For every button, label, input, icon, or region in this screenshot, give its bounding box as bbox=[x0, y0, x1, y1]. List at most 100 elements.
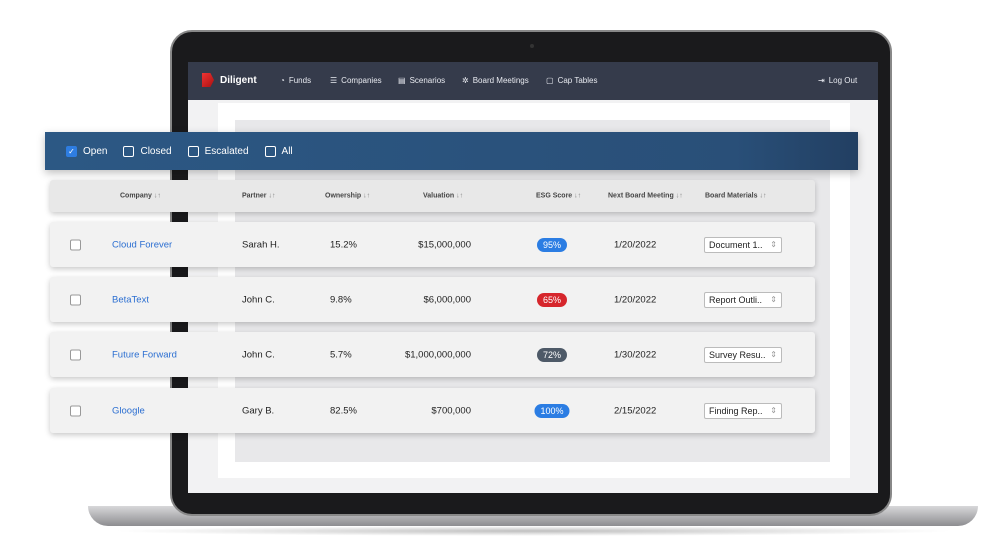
nav-funds[interactable]: ◔ Funds bbox=[280, 76, 311, 85]
logout-icon: ⇥ bbox=[818, 76, 825, 85]
sort-icon[interactable]: ↓↑ bbox=[268, 192, 276, 200]
sort-icon[interactable]: ↓↑ bbox=[574, 192, 582, 200]
checkbox[interactable]: ✓ bbox=[66, 145, 77, 157]
esg-score-badge: 72% bbox=[536, 347, 568, 362]
table-row: BetaText John C. 9.8% $6,000,000 65% 1/2… bbox=[50, 277, 815, 322]
partner: Gary B. bbox=[242, 405, 275, 416]
checkbox[interactable] bbox=[123, 145, 135, 157]
list-icon: ☰ bbox=[330, 76, 338, 85]
sort-icon[interactable]: ↓↑ bbox=[759, 192, 767, 200]
document-icon: ▤ bbox=[398, 76, 406, 85]
network-icon: ✲ bbox=[462, 76, 469, 85]
table-header: Company ↓↑ Partner ↓↑ Ownership ↓↑ Valuatio… bbox=[50, 180, 815, 212]
valuation: $700,000 bbox=[431, 405, 471, 416]
filter-label: Closed bbox=[140, 145, 172, 157]
nav-scenarios[interactable]: ▤ Scenarios bbox=[398, 76, 445, 85]
diligent-logo-icon bbox=[202, 73, 214, 87]
row-checkbox[interactable] bbox=[70, 294, 81, 305]
filter-open[interactable]: ✓ Open bbox=[66, 145, 108, 157]
sort-icon[interactable]: ↓↑ bbox=[363, 192, 371, 200]
select-value: Survey Resu.. bbox=[709, 349, 766, 360]
filter-label: All bbox=[281, 145, 293, 157]
header-label: Partner bbox=[242, 192, 267, 200]
checkbox[interactable] bbox=[264, 145, 276, 157]
partner: Sarah H. bbox=[242, 239, 280, 250]
select-value: Document 1.. bbox=[709, 239, 763, 250]
board-materials-select[interactable]: Finding Rep.. ⇕ bbox=[704, 402, 782, 419]
pie-chart-icon: ◔ bbox=[280, 76, 285, 85]
valuation: $6,000,000 bbox=[423, 294, 471, 305]
company-link[interactable]: Cloud Forever bbox=[112, 239, 173, 250]
filter-label: Escalated bbox=[204, 145, 249, 157]
ownership: 9.8% bbox=[330, 294, 352, 305]
nav-label: Funds bbox=[288, 76, 312, 85]
select-arrows-icon: ⇕ bbox=[770, 295, 777, 304]
column-header-1[interactable]: Partner ↓↑ bbox=[242, 193, 275, 200]
board-materials-select[interactable]: Document 1.. ⇕ bbox=[704, 236, 782, 253]
ownership: 82.5% bbox=[330, 405, 357, 416]
checkbox[interactable] bbox=[187, 145, 199, 157]
esg-score-badge: 95% bbox=[536, 237, 568, 252]
partner: John C. bbox=[242, 349, 275, 360]
sort-icon[interactable]: ↓↑ bbox=[675, 192, 683, 200]
select-value: Report Outli.. bbox=[709, 294, 763, 305]
brand-logo[interactable]: Diligent bbox=[202, 73, 257, 87]
column-header-3[interactable]: Valuation ↓↑ bbox=[423, 193, 463, 200]
company-link[interactable]: Future Forward bbox=[112, 349, 177, 360]
table-row: Cloud Forever Sarah H. 15.2% $15,000,000… bbox=[50, 222, 815, 267]
status-filter-bar: ✓ Open Closed Escalated All bbox=[45, 132, 858, 170]
nav-label: Companies bbox=[341, 76, 382, 85]
header-label: Next Board Meeting bbox=[608, 192, 674, 200]
header-label: Board Materials bbox=[705, 192, 758, 200]
column-header-4[interactable]: ESG Score ↓↑ bbox=[536, 193, 581, 200]
board-materials-select[interactable]: Report Outli.. ⇕ bbox=[704, 291, 782, 308]
column-header-6[interactable]: Board Materials ↓↑ bbox=[705, 193, 766, 200]
filter-all[interactable]: All bbox=[264, 145, 293, 157]
nav-label: Scenarios bbox=[409, 76, 446, 85]
sort-icon[interactable]: ↓↑ bbox=[456, 192, 464, 200]
partner: John C. bbox=[242, 294, 275, 305]
row-checkbox[interactable] bbox=[70, 405, 81, 416]
sort-icon[interactable]: ↓↑ bbox=[153, 192, 161, 200]
table-row: Gloogle Gary B. 82.5% $700,000 100% 2/15… bbox=[50, 388, 815, 433]
select-value: Finding Rep.. bbox=[709, 405, 763, 416]
nav-board-meetings[interactable]: ✲ Board Meetings bbox=[462, 76, 529, 85]
row-checkbox[interactable] bbox=[70, 239, 81, 250]
esg-score-badge: 65% bbox=[536, 292, 568, 307]
valuation: $1,000,000,000 bbox=[404, 349, 471, 360]
select-arrows-icon: ⇕ bbox=[770, 350, 777, 359]
filter-closed[interactable]: Closed bbox=[123, 145, 172, 157]
nav-label: Cap Tables bbox=[557, 76, 598, 85]
nav-cap-tables[interactable]: ▢ Cap Tables bbox=[546, 76, 597, 85]
column-header-2[interactable]: Ownership ↓↑ bbox=[325, 193, 370, 200]
logout-button[interactable]: ⇥ Log Out bbox=[818, 76, 857, 85]
select-arrows-icon: ⇕ bbox=[770, 406, 777, 415]
nav-companies[interactable]: ☰ Companies bbox=[330, 76, 382, 85]
valuation: $15,000,000 bbox=[418, 239, 471, 250]
row-checkbox[interactable] bbox=[70, 349, 81, 360]
nav-label: Board Meetings bbox=[472, 76, 529, 85]
next-meeting-date: 1/30/2022 bbox=[614, 349, 657, 360]
filter-escalated[interactable]: Escalated bbox=[187, 145, 249, 157]
filter-label: Open bbox=[83, 145, 108, 157]
laptop-shadow bbox=[110, 526, 956, 536]
board-materials-select[interactable]: Survey Resu.. ⇕ bbox=[704, 346, 782, 363]
table-row: Future Forward John C. 5.7% $1,000,000,0… bbox=[50, 332, 815, 377]
next-meeting-date: 1/20/2022 bbox=[614, 294, 657, 305]
esg-score-badge: 100% bbox=[534, 403, 570, 418]
camera bbox=[530, 44, 534, 48]
header-label: Company bbox=[120, 192, 152, 200]
company-link[interactable]: BetaText bbox=[112, 294, 149, 305]
ownership: 15.2% bbox=[330, 239, 357, 250]
column-header-0[interactable]: Company ↓↑ bbox=[120, 193, 161, 200]
company-link[interactable]: Gloogle bbox=[112, 405, 145, 416]
select-arrows-icon: ⇕ bbox=[770, 240, 777, 249]
top-nav: Diligent ◔ Funds ☰ Companies ▤ Scenarios ✲ Boar… bbox=[188, 62, 878, 100]
header-label: Ownership bbox=[325, 192, 362, 200]
next-meeting-date: 2/15/2022 bbox=[614, 405, 657, 416]
column-header-5[interactable]: Next Board Meeting ↓↑ bbox=[608, 193, 683, 200]
ownership: 5.7% bbox=[330, 349, 352, 360]
logout-label: Log Out bbox=[828, 76, 858, 85]
brand-name: Diligent bbox=[220, 74, 257, 86]
header-label: Valuation bbox=[423, 192, 455, 200]
